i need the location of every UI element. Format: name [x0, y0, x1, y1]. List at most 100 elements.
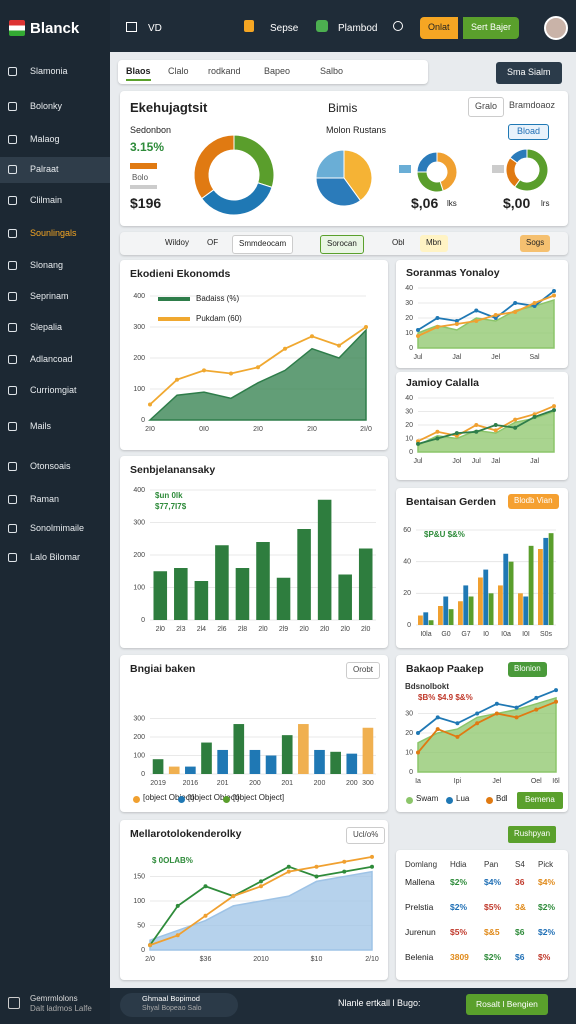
chart-title: Soranmas Yonaloy — [406, 267, 500, 279]
home-icon — [126, 22, 137, 32]
point — [435, 727, 440, 732]
tab[interactable]: Gralo — [468, 97, 505, 117]
menu-item[interactable]: Clilmain — [30, 195, 63, 205]
x-tick-label: Jul — [472, 458, 481, 465]
filter[interactable]: Sogs — [520, 235, 551, 252]
button[interactable]: Rushpyan — [508, 826, 557, 843]
menu-item[interactable]: Sonolmimaile — [30, 523, 85, 533]
filter[interactable]: Obl — [392, 238, 405, 247]
menu-item[interactable]: Malaog — [30, 134, 60, 144]
x-tick-label: Jel — [492, 778, 501, 785]
table-cell: $5% — [450, 927, 468, 937]
x-tick-label: Jel — [491, 354, 500, 361]
table-card — [396, 850, 568, 980]
button[interactable]: Sma Sialm — [496, 62, 562, 84]
footer-text: Shyal Bopeao Salo — [142, 1005, 202, 1012]
y-tick-label: 0 — [141, 617, 145, 624]
button[interactable]: Sert Bajer — [463, 17, 520, 39]
x-tick-label: 300 — [362, 780, 374, 787]
bar — [256, 542, 270, 620]
icon — [316, 20, 328, 32]
menu-item[interactable]: Otonsoais — [30, 461, 71, 471]
tab[interactable]: Bapeo — [264, 66, 291, 76]
point — [286, 864, 291, 869]
bar — [478, 577, 483, 625]
point — [416, 441, 420, 446]
button[interactable]: Bload — [508, 124, 550, 140]
avatar[interactable] — [544, 16, 568, 40]
table-cell: $6 — [515, 927, 525, 937]
tab[interactable]: rodkand — [208, 66, 241, 76]
y-tick-label: 20 — [403, 590, 411, 597]
menu-item[interactable]: Seprinam — [30, 291, 69, 301]
bar — [265, 755, 277, 774]
menu-item[interactable]: Sounlingals — [30, 228, 77, 238]
x-tick-label: 2l8 — [238, 626, 247, 633]
x-tick-label: 2I/0 — [360, 426, 372, 433]
menu-item[interactable]: Bolonky — [30, 101, 63, 111]
bar — [346, 753, 358, 774]
donut-slice — [233, 134, 275, 188]
tab[interactable]: Bramdoaoz — [509, 100, 556, 110]
button[interactable]: Ucl/o% — [346, 827, 386, 844]
bar — [418, 615, 423, 625]
line — [417, 409, 555, 445]
menu-item[interactable]: Slamonia — [30, 66, 68, 76]
menu-item[interactable]: Mails — [30, 421, 52, 431]
bar — [463, 585, 469, 625]
button[interactable]: Blodb Vian — [508, 494, 559, 509]
donut-slice — [416, 151, 438, 173]
point — [552, 289, 556, 293]
y-tick-label: 30 — [405, 300, 413, 307]
filter[interactable]: Smmdeocam — [232, 235, 294, 254]
x-tick-label: Jal — [530, 458, 539, 465]
filter[interactable]: OF — [207, 238, 219, 247]
bar — [448, 609, 454, 625]
table-cell: $&5 — [484, 927, 500, 937]
legend-swatch — [486, 797, 493, 804]
footer-text: Nlanle ertkall l Bugo: — [338, 998, 421, 1008]
menu-item[interactable]: Lalo Bilomar — [30, 552, 81, 562]
button[interactable]: Rosalt l Bengien — [466, 994, 548, 1016]
point — [175, 377, 179, 382]
point — [435, 715, 440, 720]
filter[interactable]: Wildoy — [165, 238, 190, 247]
menu-item[interactable]: Palraat — [30, 164, 59, 174]
nav-link[interactable]: Sepse — [270, 23, 299, 34]
point — [175, 933, 180, 938]
button[interactable]: Orobt — [346, 662, 381, 679]
y-tick-label: 20 — [405, 422, 413, 429]
filter[interactable]: Mbn — [420, 235, 448, 252]
menu-icon — [8, 355, 17, 364]
tab[interactable]: Salbo — [320, 66, 344, 76]
menu-item[interactable]: Slepalia — [30, 322, 63, 332]
button[interactable]: Bemena — [517, 792, 563, 809]
point — [552, 408, 556, 413]
swatch — [130, 163, 157, 169]
y-tick-label: 100 — [133, 898, 145, 905]
menu-item[interactable]: Adlancoad — [30, 354, 73, 364]
menu-item[interactable]: Curriomgiat — [30, 385, 77, 395]
legend-label: Badaiss (%) — [196, 294, 240, 303]
button[interactable]: Blonion — [508, 662, 547, 677]
point — [435, 316, 440, 320]
menu-item[interactable]: Slonang — [30, 260, 64, 270]
point — [493, 428, 498, 433]
button[interactable]: Onlat — [420, 17, 458, 39]
table-cell: $2% — [538, 927, 556, 937]
tab[interactable]: Clalo — [168, 66, 189, 76]
bar — [298, 724, 309, 774]
x-tick-label: 200 — [249, 780, 261, 787]
tab[interactable]: Blaos — [126, 66, 151, 81]
x-tick-label: Jol — [452, 458, 461, 465]
nav-link[interactable]: Plambod — [338, 23, 378, 34]
x-tick-label: 2l0 — [156, 626, 165, 633]
point — [259, 879, 263, 884]
footer-pill[interactable] — [120, 993, 238, 1017]
x-tick-label: 200 — [346, 780, 358, 787]
topbar-title: VD — [148, 23, 162, 34]
menu-icon — [8, 135, 17, 144]
filter[interactable]: Sorocan — [320, 235, 364, 254]
legend-label: Lua — [456, 794, 470, 803]
menu-item[interactable]: Raman — [30, 494, 60, 504]
